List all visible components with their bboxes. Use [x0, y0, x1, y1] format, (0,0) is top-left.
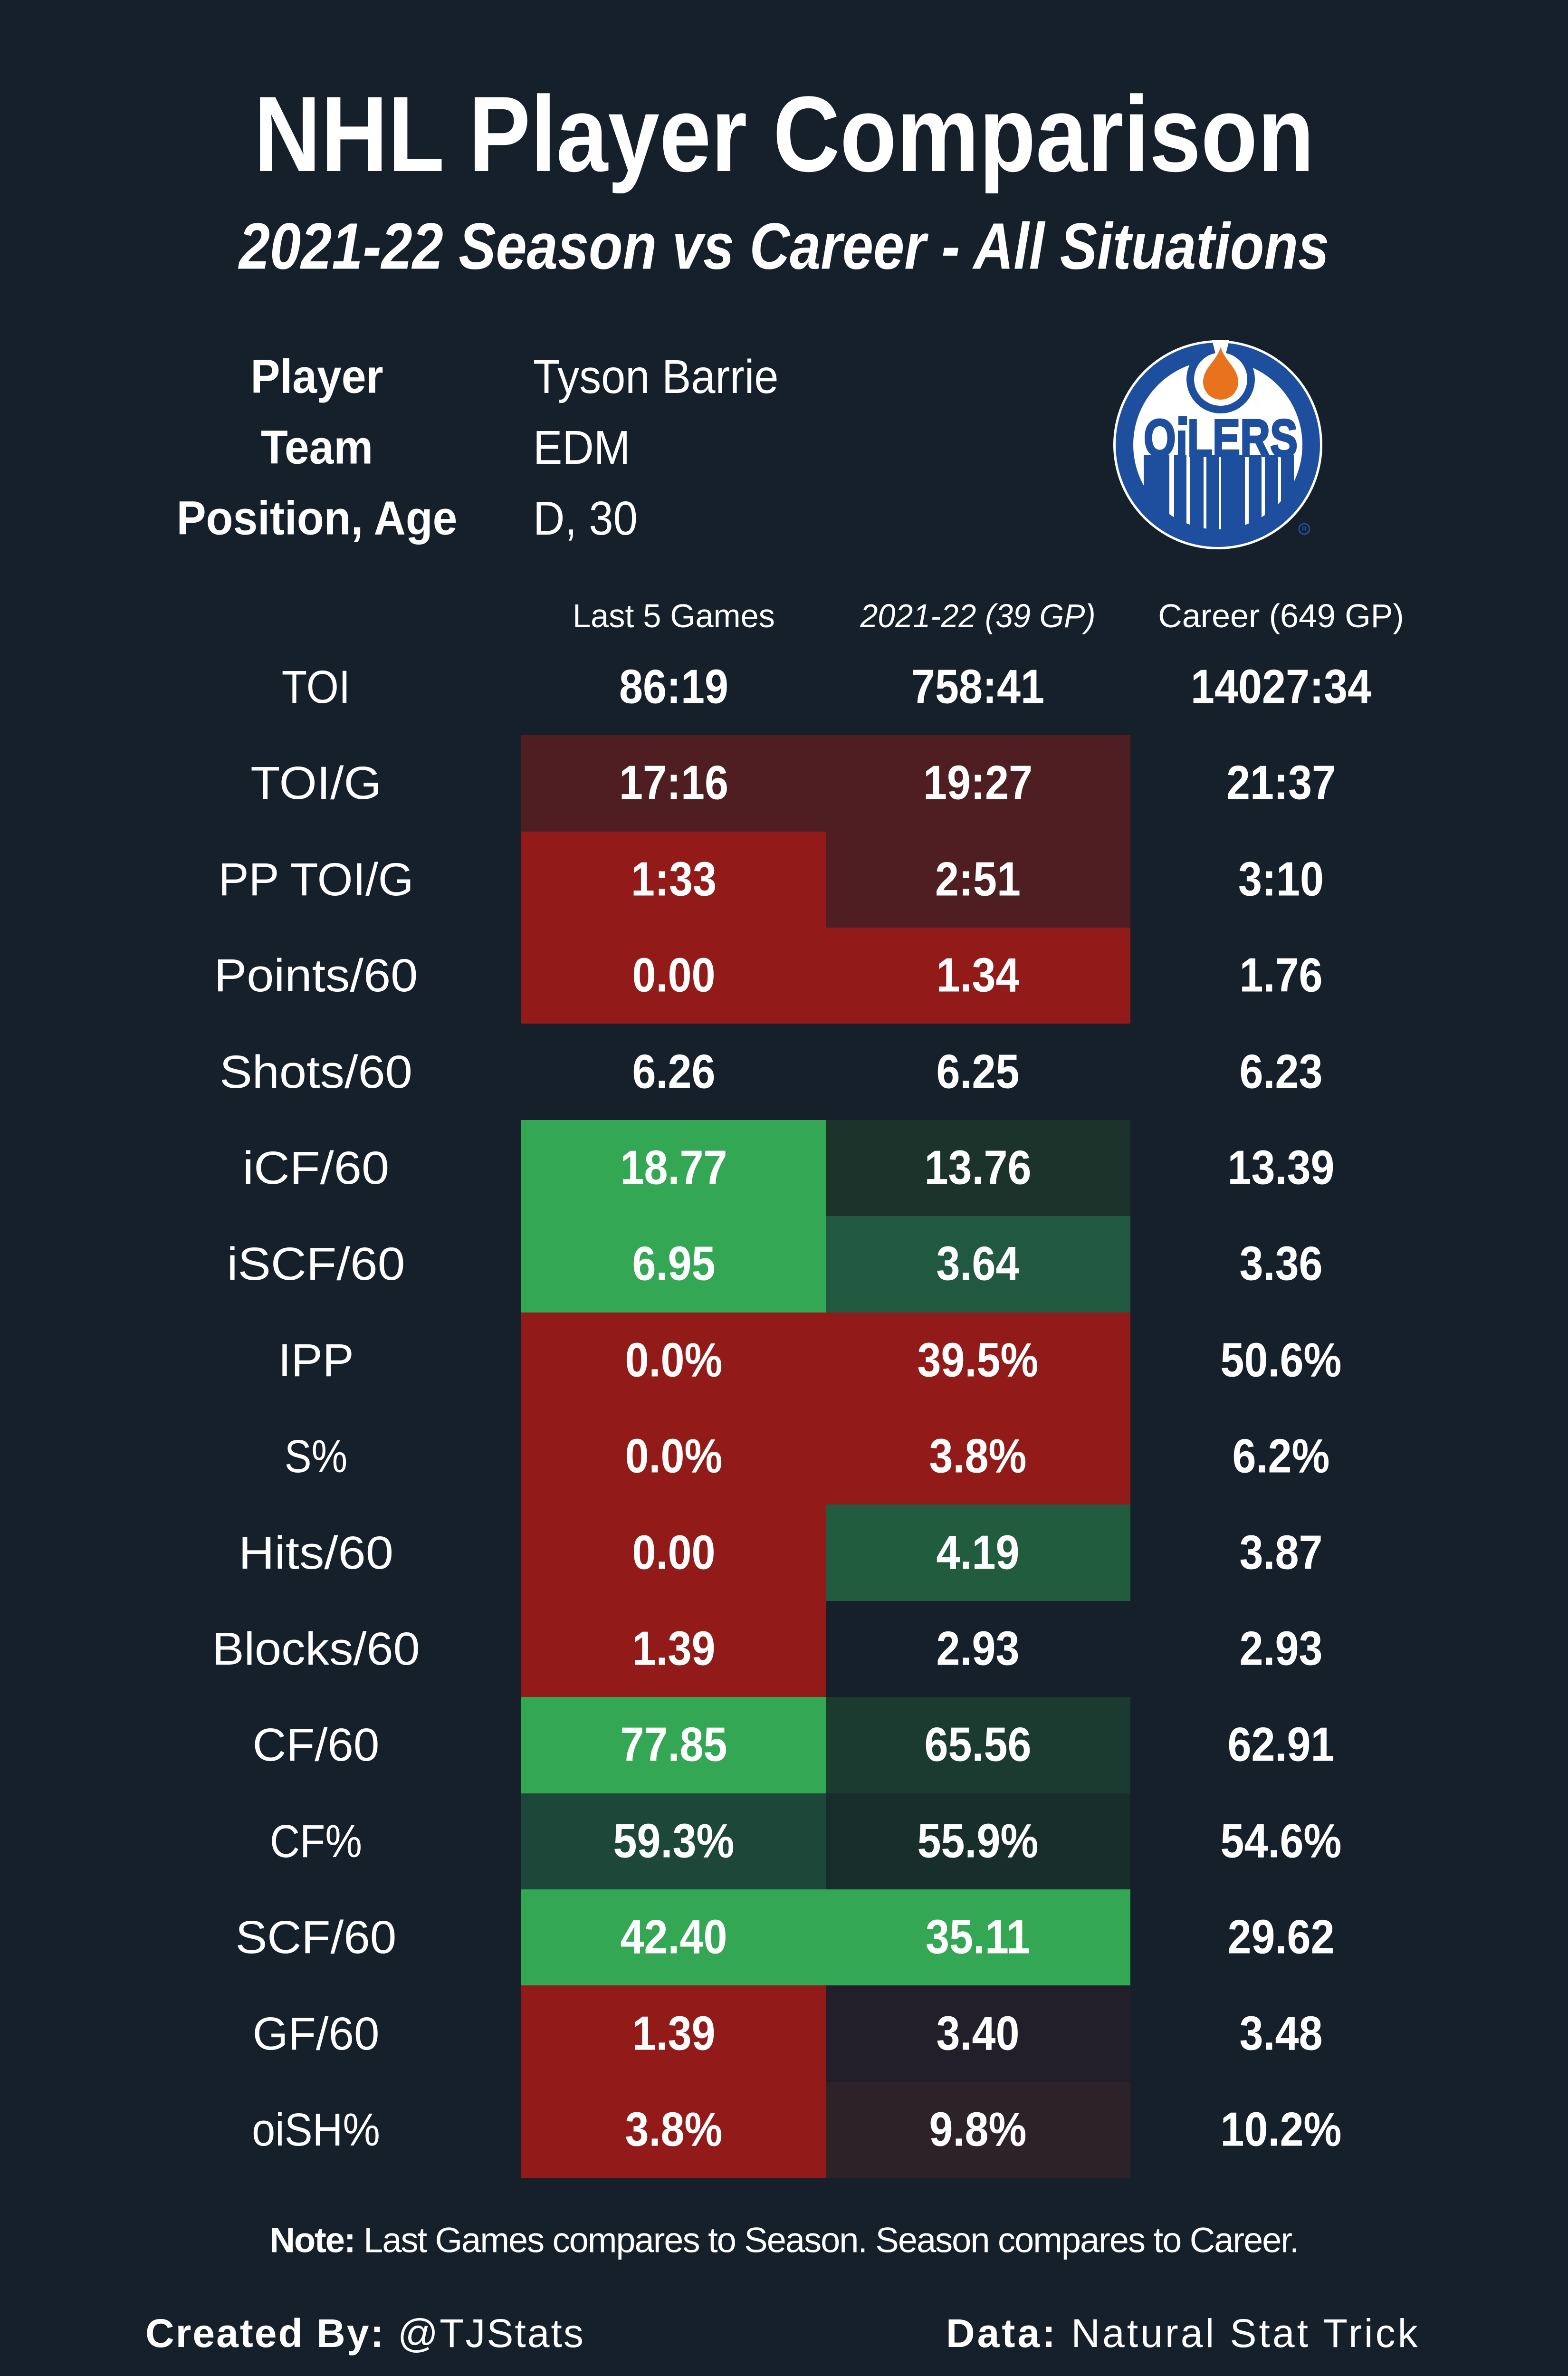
svg-text:R: R: [1302, 525, 1307, 533]
svg-text:OILERS: OILERS: [1144, 409, 1298, 468]
